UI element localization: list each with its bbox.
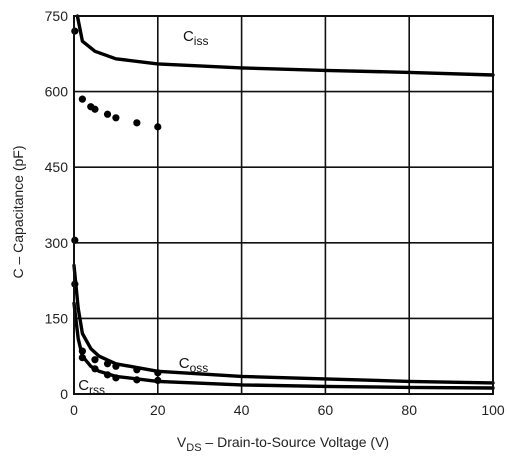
data-point — [91, 365, 99, 373]
series-line-ciss — [75, 14, 495, 77]
series-line-coss — [72, 263, 495, 385]
data-point — [112, 374, 120, 382]
x-axis-title-rest: – Drain-to-Source Voltage (V) — [202, 434, 390, 450]
y-tick-label: 150 — [45, 310, 69, 326]
series-curves — [72, 14, 495, 390]
data-point — [103, 371, 112, 379]
data-point — [91, 105, 99, 113]
series-label-coss: Coss — [179, 355, 209, 375]
data-point — [133, 119, 141, 127]
y-tick-labels: 0 150 300 450 600 750 — [45, 8, 69, 402]
y-tick-label: 450 — [45, 159, 69, 175]
data-point — [103, 110, 112, 118]
x-tick-label: 100 — [481, 402, 505, 418]
data-point — [154, 376, 162, 384]
data-point — [154, 369, 162, 377]
data-point — [78, 347, 86, 355]
x-axis-title-main: V — [177, 434, 187, 450]
x-tick-label: 20 — [150, 402, 166, 418]
data-point — [91, 356, 99, 364]
data-point — [112, 362, 120, 370]
x-axis-title: VDS – Drain-to-Source Voltage (V) — [177, 434, 389, 454]
x-tick-label: 80 — [401, 402, 417, 418]
x-tick-label: 40 — [234, 402, 250, 418]
y-axis-title: C – Capacitance (pF) — [10, 145, 26, 278]
data-point — [103, 360, 112, 368]
data-point — [133, 366, 141, 374]
series-label-ciss: Ciss — [183, 28, 209, 48]
x-axis-title-sub: DS — [186, 442, 201, 454]
series-markers — [71, 27, 162, 384]
data-point — [154, 123, 162, 131]
data-point — [78, 95, 86, 103]
data-point — [78, 354, 86, 362]
x-tick-label: 0 — [70, 402, 78, 418]
data-point — [133, 376, 141, 384]
series-label-crss: Crss — [78, 377, 105, 397]
plot-frame — [73, 15, 494, 395]
y-tick-label: 600 — [45, 84, 69, 100]
y-tick-label: 300 — [45, 235, 69, 251]
series-labels: Ciss Coss Crss — [78, 28, 208, 397]
x-tick-label: 60 — [318, 402, 334, 418]
x-tick-labels: 0 20 40 60 80 100 — [70, 402, 505, 418]
series-line-crss — [72, 301, 495, 390]
y-tick-label: 0 — [60, 386, 68, 402]
data-point — [112, 114, 120, 122]
y-tick-label: 750 — [45, 8, 69, 24]
